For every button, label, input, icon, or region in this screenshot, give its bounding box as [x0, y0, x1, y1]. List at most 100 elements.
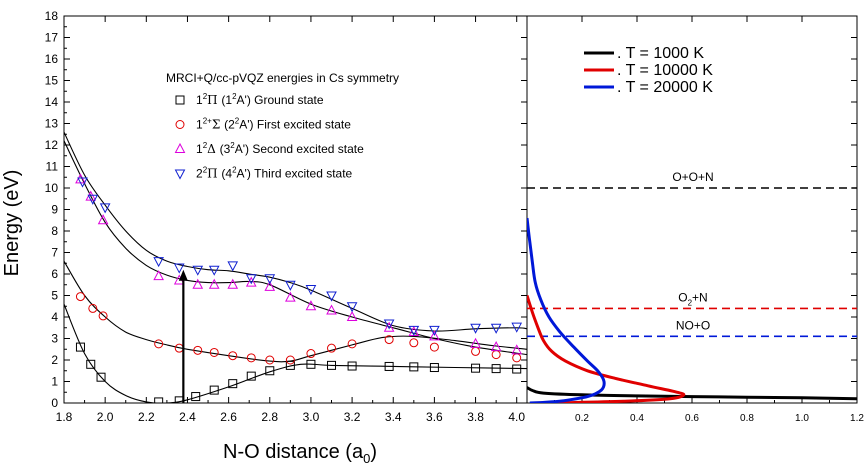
y-tick-label: 14 — [45, 95, 59, 109]
data-point-3 — [264, 274, 276, 285]
x-tick-label: 2.2 — [138, 410, 155, 424]
y-tick-label: 10 — [45, 181, 59, 195]
data-point-0 — [384, 361, 394, 371]
data-point-2 — [490, 341, 502, 352]
data-point-3 — [87, 194, 99, 205]
threshold-label-0: O+O+N — [672, 170, 713, 184]
data-point-1 — [347, 339, 357, 349]
data-point-3 — [245, 274, 257, 285]
legend-label: 12+Σ (22A') First excited state — [196, 117, 351, 132]
data-point-0 — [491, 364, 501, 374]
y-tick-label: 17 — [45, 31, 59, 45]
data-point-0 — [228, 379, 238, 389]
data-point-0 — [246, 371, 256, 381]
data-point-3 — [490, 323, 502, 334]
right-x-tick-label: 0.8 — [740, 413, 754, 424]
left-curves — [64, 131, 527, 403]
fit-curve-2 — [64, 140, 527, 356]
fit-curve-1 — [64, 260, 527, 363]
x-tick-label: 2.0 — [97, 410, 114, 424]
y-tick-label: 4 — [51, 310, 58, 324]
x-tick-label: 2.4 — [179, 410, 196, 424]
distribution-line-2 — [527, 217, 606, 403]
data-point-0 — [409, 362, 419, 372]
x-tick-label: 2.6 — [220, 410, 237, 424]
data-point-1 — [98, 311, 108, 321]
data-point-2 — [346, 310, 358, 321]
y-tick-label: 16 — [45, 52, 59, 66]
x-axis-label-main: N-O distance (a — [223, 441, 364, 463]
data-point-1 — [429, 342, 439, 352]
right-x-tick-label: 1.2 — [850, 413, 864, 424]
data-point-0 — [209, 385, 219, 395]
legend-label: 22Π (42A') Third excited state — [196, 166, 353, 181]
data-point-1 — [327, 343, 337, 353]
right-curves — [527, 217, 857, 403]
y-tick-label: 1 — [51, 375, 58, 389]
x-tick-label: 4.0 — [508, 410, 525, 424]
y-tick-label: 13 — [45, 117, 59, 131]
data-point-0 — [86, 359, 96, 369]
data-point-0 — [154, 397, 164, 403]
data-point-3 — [192, 265, 204, 276]
y-tick-label: 6 — [51, 267, 58, 281]
data-point-2 — [264, 280, 276, 291]
data-point-2 — [305, 300, 317, 311]
data-point-3 — [77, 177, 88, 188]
y-tick-label: 9 — [51, 203, 58, 217]
x-tick-label: 2.8 — [261, 410, 278, 424]
data-point-3 — [173, 263, 185, 274]
legend-label: 12Π (12A') Ground state — [196, 92, 324, 107]
data-point-3 — [153, 257, 164, 268]
right-legend-entry: . T = 1000 K — [584, 45, 704, 62]
data-point-1 — [384, 335, 394, 345]
x-tick-label: 3.8 — [467, 410, 484, 424]
legend-marker — [175, 120, 185, 129]
data-point-0 — [285, 360, 295, 370]
y-tick-label: 12 — [45, 138, 59, 152]
legend-label: 12Δ (32A') Second excited state — [196, 141, 364, 156]
data-point-1 — [193, 345, 203, 355]
data-point-1 — [88, 303, 98, 313]
data-point-0 — [347, 361, 357, 371]
data-point-2 — [245, 276, 257, 287]
right-axes: 0.2 0.4 0.6 0.8 1.0 1.2 O+O+N O2+N NO+O — [526, 15, 864, 424]
data-point-2 — [97, 214, 109, 225]
legend-entry: 12Δ (32A') Second excited state — [174, 141, 364, 156]
y-tick-label: 3 — [51, 332, 58, 346]
data-point-0 — [191, 392, 201, 402]
data-point-0 — [96, 372, 106, 382]
legend-entry: 22Π (42A') Third excited state — [174, 166, 353, 181]
data-point-3 — [208, 265, 220, 276]
data-point-0 — [75, 342, 85, 352]
y-tick-label: 8 — [51, 224, 58, 238]
svg-text:N-O distance (a0): N-O distance (a0) — [223, 441, 377, 466]
right-legend: . T = 1000 K. T = 10000 K. T = 20000 K — [584, 45, 713, 96]
y-tick-label: 5 — [51, 289, 58, 303]
data-point-1 — [285, 355, 295, 365]
data-point-1 — [75, 292, 85, 302]
data-point-3 — [511, 322, 523, 333]
x-tick-label: 3.6 — [426, 410, 443, 424]
threshold-label-2: NO+O — [676, 318, 710, 332]
y-tick-label: 7 — [51, 246, 58, 260]
data-point-2 — [511, 344, 523, 355]
data-point-3 — [227, 261, 239, 272]
fit-curve-0 — [64, 303, 527, 403]
distribution-line-0 — [527, 386, 857, 401]
threshold-label-1: O2+N — [678, 290, 707, 307]
data-point-3 — [470, 323, 481, 334]
data-point-1 — [265, 355, 275, 365]
y-tick-label: 2 — [51, 353, 58, 367]
data-point-3 — [305, 285, 317, 296]
right-legend-entry: . T = 10000 K — [584, 62, 713, 79]
y-tick-label: 15 — [45, 74, 59, 88]
distribution-line-1 — [527, 295, 686, 403]
data-point-1 — [471, 346, 481, 356]
legend-entry: 12Π (12A') Ground state — [175, 92, 324, 107]
x-tick-label: 1.8 — [56, 410, 73, 424]
data-point-0 — [471, 363, 481, 373]
legend-marker — [174, 169, 186, 180]
data-point-0 — [429, 363, 439, 373]
